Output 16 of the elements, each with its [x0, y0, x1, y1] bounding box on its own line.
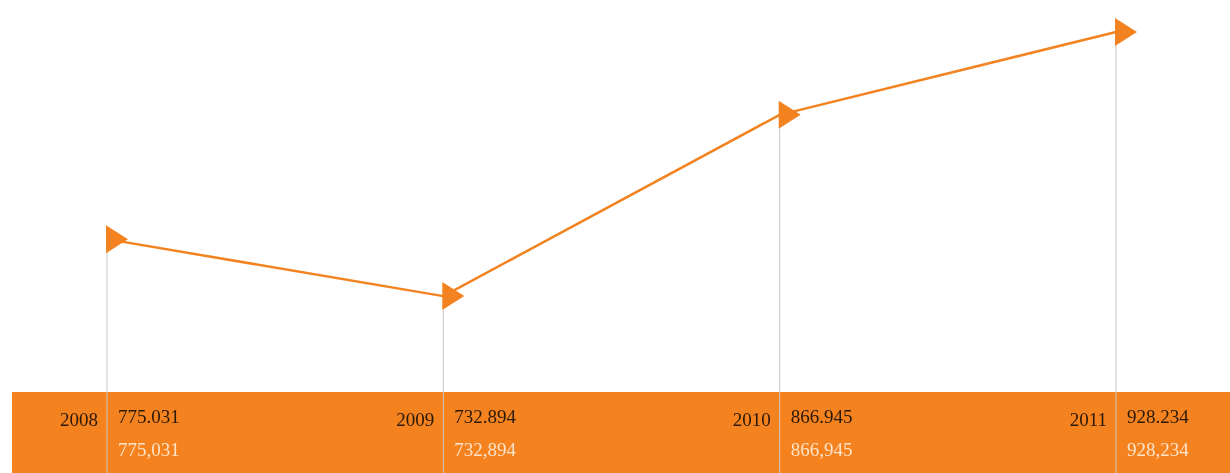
x-tick-label: 2010 [732, 409, 771, 430]
text: 866,945 [790, 439, 853, 460]
data-label: 928.234 [1127, 406, 1190, 427]
data-label: 775.031 [118, 406, 180, 427]
data-label: 732.894 [454, 406, 517, 427]
text: 732,894 [454, 439, 517, 460]
point [778, 100, 801, 129]
x-tick-label: 2009 [396, 409, 435, 430]
point [106, 225, 128, 254]
data-label: 866.945 [790, 406, 853, 427]
point [1115, 17, 1137, 46]
x-tick-label: 2008 [60, 409, 98, 430]
point [442, 282, 465, 311]
text: 928,234 [1127, 439, 1190, 460]
text: 775,031 [118, 439, 180, 460]
x-tick-label: 2011 [1069, 409, 1107, 430]
